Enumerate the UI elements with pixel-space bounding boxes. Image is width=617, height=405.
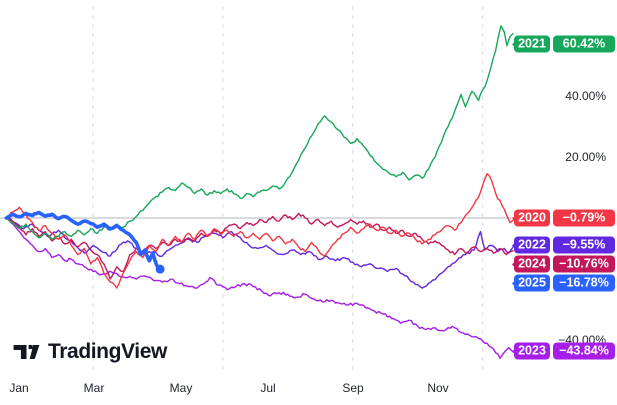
- series-line-2020[interactable]: [5, 173, 514, 289]
- series-year-label: 2023: [512, 342, 550, 360]
- series-year-label: 2020: [512, 209, 550, 227]
- y-axis-label: 20.00%: [565, 150, 606, 164]
- series-line-2025[interactable]: [4, 210, 162, 272]
- x-axis-label-may: May: [169, 381, 193, 395]
- series-year-label: 2022: [512, 236, 550, 254]
- x-axis-label-sep: Sep: [342, 381, 364, 395]
- x-axis-label-mar: Mar: [83, 381, 105, 395]
- series-value-label: −10.76%: [553, 255, 615, 273]
- series-line-2022[interactable]: [5, 217, 514, 289]
- series-year-label: 2025: [512, 274, 550, 292]
- series-year-label: 2024: [512, 255, 550, 273]
- x-axis-label-jan: Jan: [9, 381, 29, 395]
- tradingview-logo-icon: [13, 344, 40, 360]
- x-axis-label-jul: Jul: [260, 381, 276, 395]
- series-value-label: −43.84%: [553, 342, 615, 360]
- series-value-label: 60.42%: [553, 35, 615, 53]
- series-line-2021[interactable]: [5, 25, 514, 241]
- tradingview-watermark[interactable]: TradingView: [13, 339, 167, 365]
- series-badge-2022[interactable]: 2022 −9.55%: [512, 236, 615, 254]
- series-value-label: −9.55%: [553, 236, 615, 254]
- tradingview-watermark-text: TradingView: [48, 340, 167, 363]
- series-badge-2023[interactable]: 2023 −43.84%: [512, 342, 615, 360]
- series-value-label: −16.78%: [553, 274, 615, 292]
- series-badge-2020[interactable]: 2020 −0.79%: [512, 209, 615, 227]
- series-badge-2024[interactable]: 2024 −10.76%: [512, 255, 615, 273]
- series-badge-2021[interactable]: 2021 60.42%: [512, 35, 615, 53]
- series-value-label: −0.79%: [553, 209, 615, 227]
- series-line-2023[interactable]: [5, 217, 514, 359]
- series-year-label: 2021: [512, 35, 550, 53]
- series-badge-2025[interactable]: 2025 −16.78%: [512, 274, 615, 292]
- y-axis-label: 40.00%: [565, 89, 606, 103]
- series-line-2024[interactable]: [5, 212, 514, 280]
- x-axis-label-nov: Nov: [427, 381, 449, 395]
